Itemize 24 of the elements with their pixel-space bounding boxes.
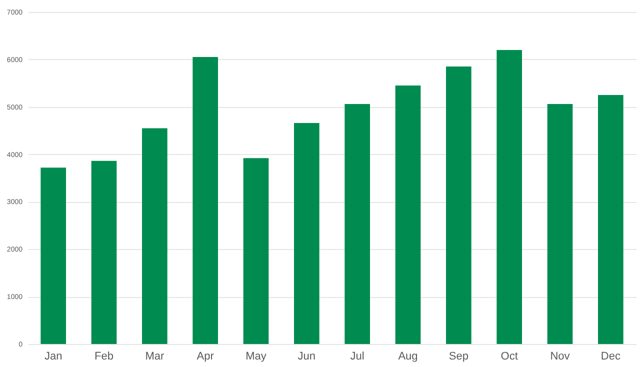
bar bbox=[294, 122, 320, 344]
bar bbox=[142, 128, 168, 344]
x-tick-label: Dec bbox=[600, 350, 621, 362]
x-tick-label: Aug bbox=[398, 350, 418, 362]
x-tick-label: Jan bbox=[44, 350, 62, 362]
bar bbox=[192, 57, 218, 344]
x-tick-label: Oct bbox=[500, 350, 518, 362]
x-tick-label: Jul bbox=[350, 350, 364, 362]
x-tick-label: Nov bbox=[550, 350, 570, 362]
bar bbox=[344, 104, 370, 344]
bar bbox=[40, 168, 66, 344]
bar bbox=[243, 158, 269, 344]
x-tick-label: Mar bbox=[145, 350, 164, 362]
x-tick-label: Feb bbox=[94, 350, 114, 362]
x-tick-label: May bbox=[246, 350, 267, 362]
x-tick-label: Apr bbox=[196, 350, 214, 362]
x-tick-label: Sep bbox=[448, 350, 468, 362]
bar bbox=[395, 86, 421, 344]
bar bbox=[598, 95, 624, 344]
bar bbox=[91, 160, 117, 344]
x-tick-label: Jun bbox=[298, 350, 316, 362]
bar bbox=[446, 66, 472, 344]
bar bbox=[547, 104, 573, 344]
bar bbox=[496, 50, 522, 344]
